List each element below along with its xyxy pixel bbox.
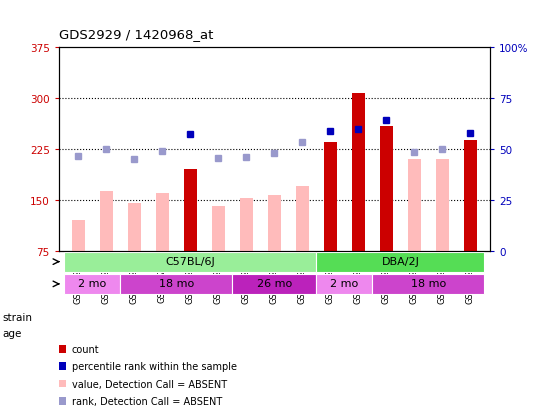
Bar — [316, 252, 484, 272]
Text: DBA/2J: DBA/2J — [381, 256, 419, 266]
Text: rank, Detection Call = ABSENT: rank, Detection Call = ABSENT — [72, 396, 222, 406]
Text: count: count — [72, 344, 100, 354]
Bar — [408, 159, 421, 251]
Text: 2 mo: 2 mo — [330, 279, 358, 289]
Bar — [268, 195, 281, 251]
Bar — [296, 187, 309, 251]
Text: age: age — [3, 328, 22, 338]
Bar — [100, 192, 113, 251]
Bar — [232, 274, 316, 294]
Bar — [212, 207, 225, 251]
Text: 18 mo: 18 mo — [411, 279, 446, 289]
Text: 2 mo: 2 mo — [78, 279, 106, 289]
Text: 26 mo: 26 mo — [257, 279, 292, 289]
Text: 18 mo: 18 mo — [159, 279, 194, 289]
Bar — [372, 274, 484, 294]
Text: strain: strain — [3, 312, 33, 322]
Bar — [72, 221, 85, 251]
Bar — [240, 198, 253, 251]
Bar — [324, 142, 337, 251]
Bar — [380, 127, 393, 251]
Bar — [184, 170, 197, 251]
Bar — [436, 159, 449, 251]
Bar — [128, 204, 141, 251]
Bar — [464, 141, 477, 251]
Bar — [64, 274, 120, 294]
Text: C57BL/6J: C57BL/6J — [166, 256, 215, 266]
Text: value, Detection Call = ABSENT: value, Detection Call = ABSENT — [72, 379, 227, 389]
Bar — [120, 274, 232, 294]
Bar — [64, 252, 316, 272]
Bar — [352, 94, 365, 251]
Text: GDS2929 / 1420968_at: GDS2929 / 1420968_at — [59, 28, 213, 41]
Text: percentile rank within the sample: percentile rank within the sample — [72, 361, 237, 371]
Bar — [316, 274, 372, 294]
Bar — [156, 193, 169, 251]
